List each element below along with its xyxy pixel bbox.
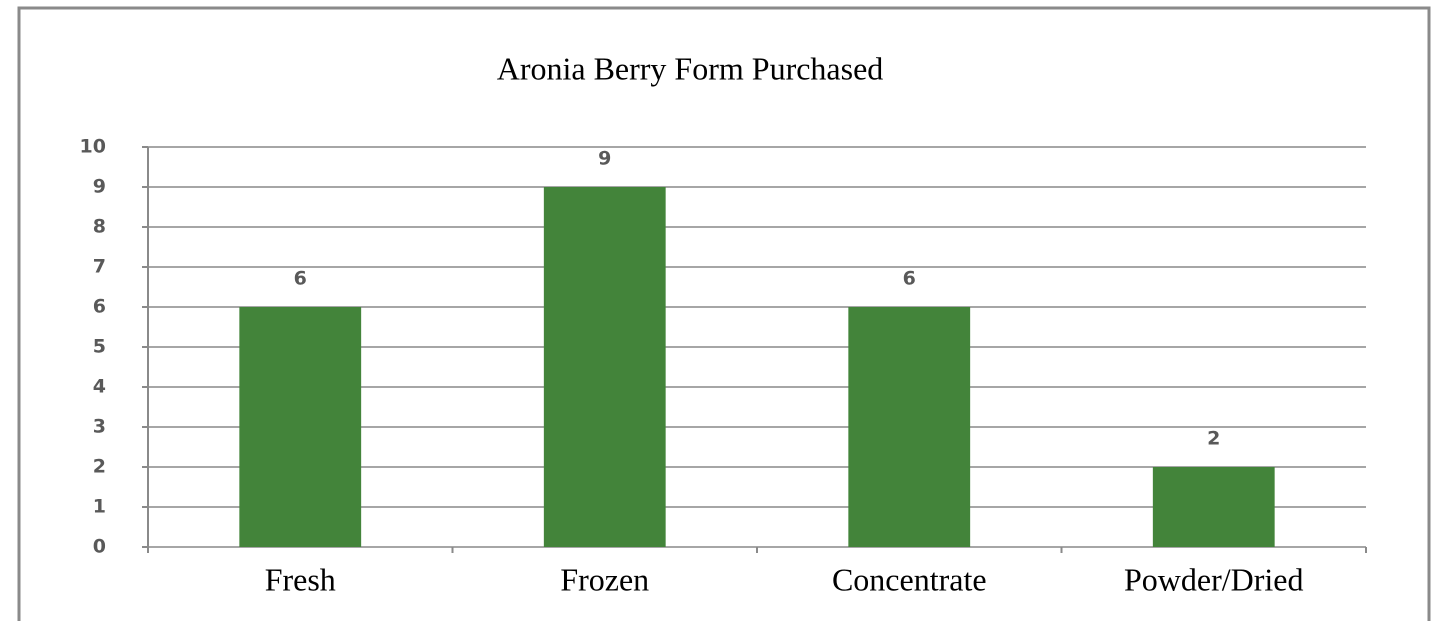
y-tick-label: 0 [93,536,106,558]
data-label: 9 [598,148,611,170]
x-tick-label: Fresh [265,561,336,597]
y-tick-label: 1 [93,496,106,518]
x-tick-label: Powder/Dried [1124,561,1304,597]
y-tick-label: 7 [93,256,106,278]
bar [1152,467,1275,547]
bar [543,187,666,547]
data-label: 2 [1207,428,1220,450]
chart-title: Aronia Berry Form Purchased [497,50,884,86]
y-tick-label: 9 [93,176,106,198]
x-tick-label: Concentrate [832,561,987,597]
y-tick-label: 5 [93,336,106,358]
y-tick-label: 8 [93,216,106,238]
bar [848,307,971,547]
bar [239,307,362,547]
y-tick-label: 6 [93,296,106,318]
data-label: 6 [294,268,307,290]
y-tick-label: 10 [80,136,106,158]
y-tick-label: 2 [93,456,106,478]
data-label: 6 [903,268,916,290]
x-tick-label: Frozen [560,561,649,597]
y-tick-label: 3 [93,416,106,438]
y-tick-label: 4 [93,376,106,398]
